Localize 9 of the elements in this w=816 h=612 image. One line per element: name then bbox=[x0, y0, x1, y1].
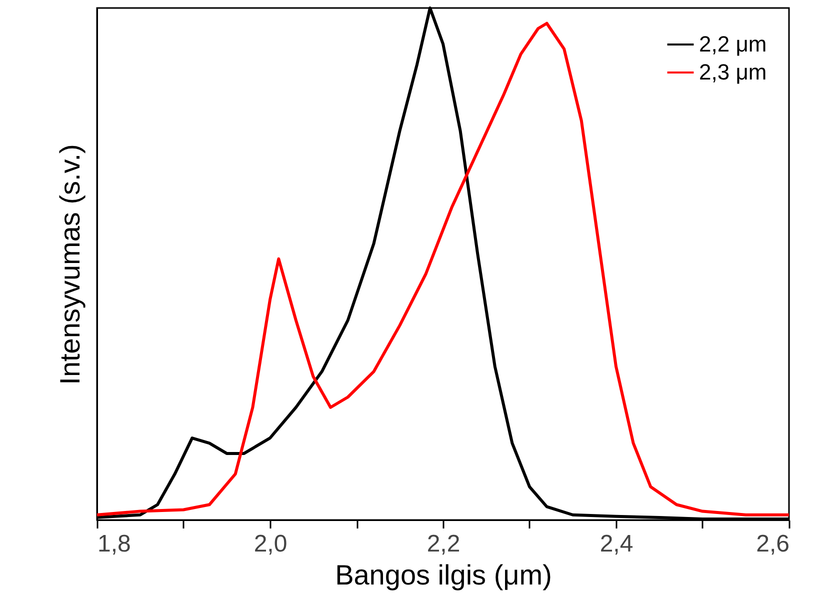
x-tick-label: 2,0 bbox=[254, 530, 288, 558]
x-tick-label: 2,4 bbox=[600, 530, 634, 558]
x-tick-label: 2,6 bbox=[756, 530, 790, 558]
x-tick-label: 1,8 bbox=[98, 530, 131, 558]
legend-label: 2,2 μm bbox=[699, 32, 767, 56]
y-axis-title: Intensyvumas (s.v.) bbox=[54, 144, 86, 385]
x-tick-label: 2,2 bbox=[426, 530, 460, 558]
legend-label: 2,3 μm bbox=[699, 60, 767, 84]
x-axis-title: Bangos ilgis (μm) bbox=[335, 560, 552, 590]
